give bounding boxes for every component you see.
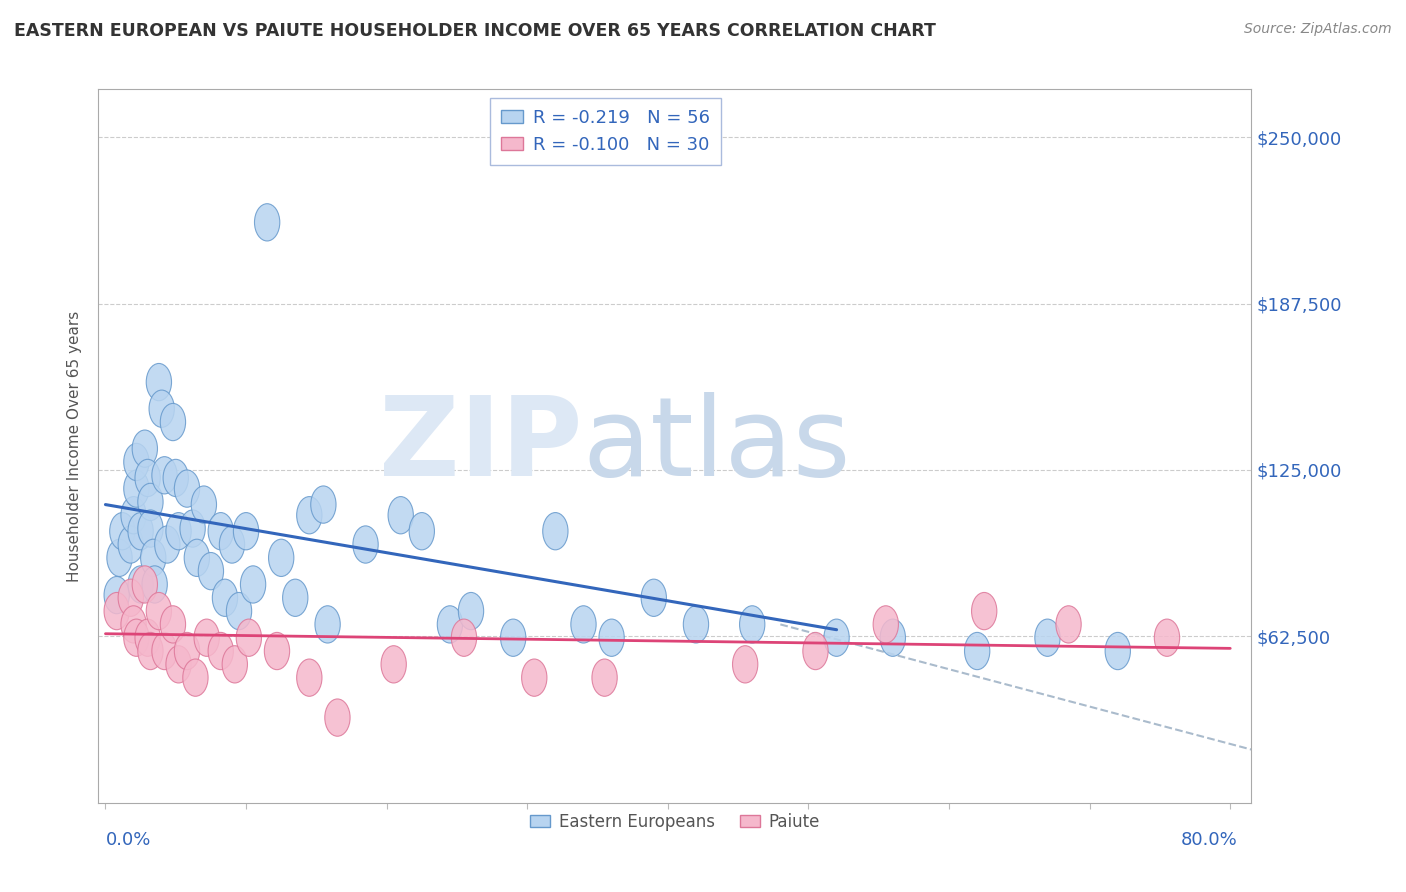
Ellipse shape	[141, 539, 166, 576]
Text: atlas: atlas	[582, 392, 851, 500]
Ellipse shape	[152, 457, 177, 494]
Ellipse shape	[149, 390, 174, 427]
Ellipse shape	[1035, 619, 1060, 657]
Ellipse shape	[233, 513, 259, 549]
Ellipse shape	[311, 486, 336, 524]
Ellipse shape	[873, 606, 898, 643]
Ellipse shape	[194, 619, 219, 657]
Ellipse shape	[121, 606, 146, 643]
Ellipse shape	[451, 619, 477, 657]
Ellipse shape	[599, 619, 624, 657]
Ellipse shape	[222, 646, 247, 683]
Ellipse shape	[1056, 606, 1081, 643]
Ellipse shape	[240, 566, 266, 603]
Ellipse shape	[409, 513, 434, 549]
Ellipse shape	[219, 526, 245, 563]
Ellipse shape	[107, 539, 132, 576]
Ellipse shape	[264, 632, 290, 670]
Ellipse shape	[142, 566, 167, 603]
Ellipse shape	[269, 539, 294, 576]
Text: Source: ZipAtlas.com: Source: ZipAtlas.com	[1244, 22, 1392, 37]
Ellipse shape	[803, 632, 828, 670]
Ellipse shape	[110, 513, 135, 549]
Ellipse shape	[135, 619, 160, 657]
Ellipse shape	[437, 606, 463, 643]
Ellipse shape	[1105, 632, 1130, 670]
Ellipse shape	[1154, 619, 1180, 657]
Text: ZIP: ZIP	[380, 392, 582, 500]
Ellipse shape	[132, 430, 157, 467]
Ellipse shape	[733, 646, 758, 683]
Ellipse shape	[174, 470, 200, 508]
Ellipse shape	[121, 497, 146, 534]
Ellipse shape	[458, 592, 484, 630]
Ellipse shape	[146, 363, 172, 401]
Ellipse shape	[155, 526, 180, 563]
Ellipse shape	[236, 619, 262, 657]
Ellipse shape	[824, 619, 849, 657]
Ellipse shape	[297, 497, 322, 534]
Text: 0.0%: 0.0%	[105, 831, 150, 849]
Ellipse shape	[138, 510, 163, 547]
Ellipse shape	[166, 513, 191, 549]
Ellipse shape	[283, 579, 308, 616]
Ellipse shape	[325, 699, 350, 736]
Ellipse shape	[388, 497, 413, 534]
Ellipse shape	[118, 526, 143, 563]
Ellipse shape	[146, 592, 172, 630]
Text: 80.0%: 80.0%	[1181, 831, 1237, 849]
Ellipse shape	[128, 566, 153, 603]
Ellipse shape	[740, 606, 765, 643]
Ellipse shape	[138, 483, 163, 521]
Ellipse shape	[543, 513, 568, 549]
Ellipse shape	[160, 403, 186, 441]
Ellipse shape	[160, 606, 186, 643]
Y-axis label: Householder Income Over 65 years: Householder Income Over 65 years	[67, 310, 83, 582]
Legend: Eastern Europeans, Paiute: Eastern Europeans, Paiute	[523, 806, 827, 838]
Ellipse shape	[118, 579, 143, 616]
Ellipse shape	[138, 632, 163, 670]
Ellipse shape	[571, 606, 596, 643]
Ellipse shape	[880, 619, 905, 657]
Ellipse shape	[174, 632, 200, 670]
Ellipse shape	[683, 606, 709, 643]
Ellipse shape	[128, 513, 153, 549]
Ellipse shape	[135, 459, 160, 497]
Ellipse shape	[163, 459, 188, 497]
Ellipse shape	[641, 579, 666, 616]
Ellipse shape	[381, 646, 406, 683]
Ellipse shape	[212, 579, 238, 616]
Ellipse shape	[191, 486, 217, 524]
Ellipse shape	[104, 592, 129, 630]
Ellipse shape	[501, 619, 526, 657]
Ellipse shape	[208, 513, 233, 549]
Text: EASTERN EUROPEAN VS PAIUTE HOUSEHOLDER INCOME OVER 65 YEARS CORRELATION CHART: EASTERN EUROPEAN VS PAIUTE HOUSEHOLDER I…	[14, 22, 936, 40]
Ellipse shape	[254, 203, 280, 241]
Ellipse shape	[198, 552, 224, 590]
Ellipse shape	[208, 632, 233, 670]
Ellipse shape	[124, 470, 149, 508]
Ellipse shape	[152, 632, 177, 670]
Ellipse shape	[184, 539, 209, 576]
Ellipse shape	[315, 606, 340, 643]
Ellipse shape	[965, 632, 990, 670]
Ellipse shape	[592, 659, 617, 697]
Ellipse shape	[522, 659, 547, 697]
Ellipse shape	[183, 659, 208, 697]
Ellipse shape	[226, 592, 252, 630]
Ellipse shape	[166, 646, 191, 683]
Ellipse shape	[104, 576, 129, 614]
Ellipse shape	[124, 619, 149, 657]
Ellipse shape	[353, 526, 378, 563]
Ellipse shape	[132, 566, 157, 603]
Ellipse shape	[180, 510, 205, 547]
Ellipse shape	[297, 659, 322, 697]
Ellipse shape	[972, 592, 997, 630]
Ellipse shape	[124, 443, 149, 481]
